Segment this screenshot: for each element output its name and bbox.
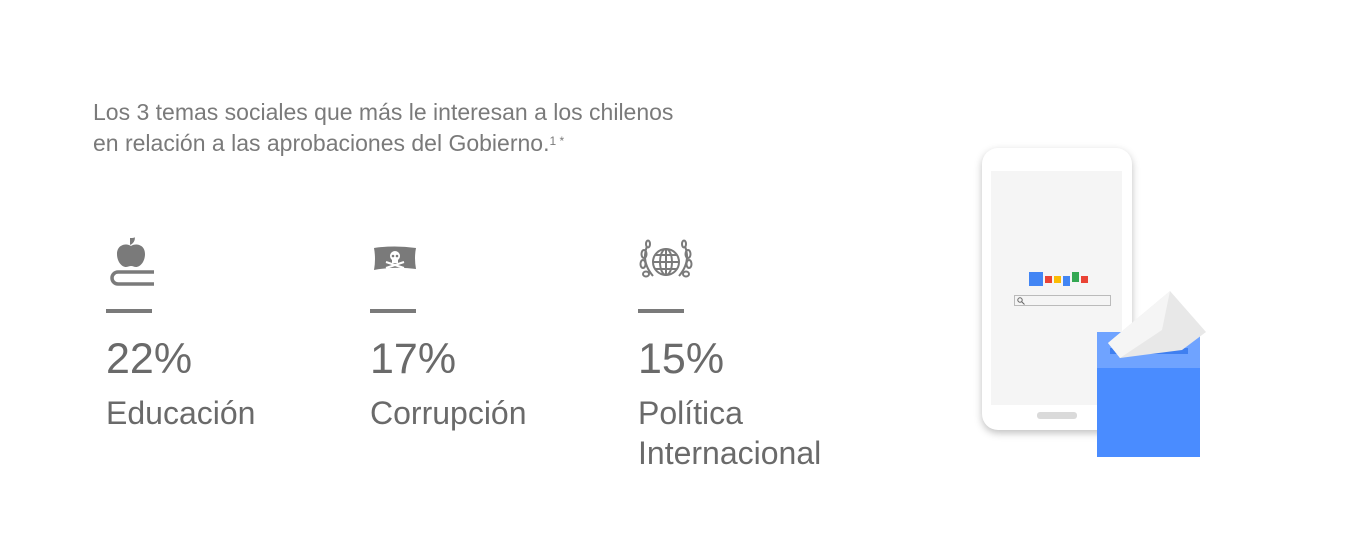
apple-on-book-icon xyxy=(110,237,154,286)
search-bar xyxy=(1014,295,1111,306)
label-line-2: Internacional xyxy=(638,435,822,471)
percent: 17% xyxy=(370,335,457,383)
divider xyxy=(638,309,684,313)
label: Política Internacional xyxy=(638,393,898,473)
label: Educación xyxy=(106,395,256,431)
divider xyxy=(106,309,152,313)
ballot-box-icon xyxy=(1097,291,1206,457)
search-icon xyxy=(1017,297,1025,305)
percent: 22% xyxy=(106,335,193,383)
headline-line-2: en relación a las aprobaciones del Gobie… xyxy=(93,130,550,156)
home-button xyxy=(1037,412,1077,419)
stat-politica-internacional: 15% Política Internacional xyxy=(638,236,898,473)
headline-line-1: Los 3 temas sociales que más le interesa… xyxy=(93,99,674,125)
divider xyxy=(370,309,416,313)
footnote-marker: 1 * xyxy=(549,134,565,148)
percent: 15% xyxy=(638,335,725,383)
label-line-1: Política xyxy=(638,395,743,431)
headline: Los 3 temas sociales que más le interesa… xyxy=(93,97,673,159)
stat-educacion: 22% Educación xyxy=(106,236,366,433)
label: Corrupción xyxy=(370,395,527,431)
globe-laurel-icon xyxy=(639,239,693,278)
pirate-flag-icon xyxy=(374,246,416,270)
stat-corrupcion: 17% Corrupción xyxy=(370,236,630,433)
